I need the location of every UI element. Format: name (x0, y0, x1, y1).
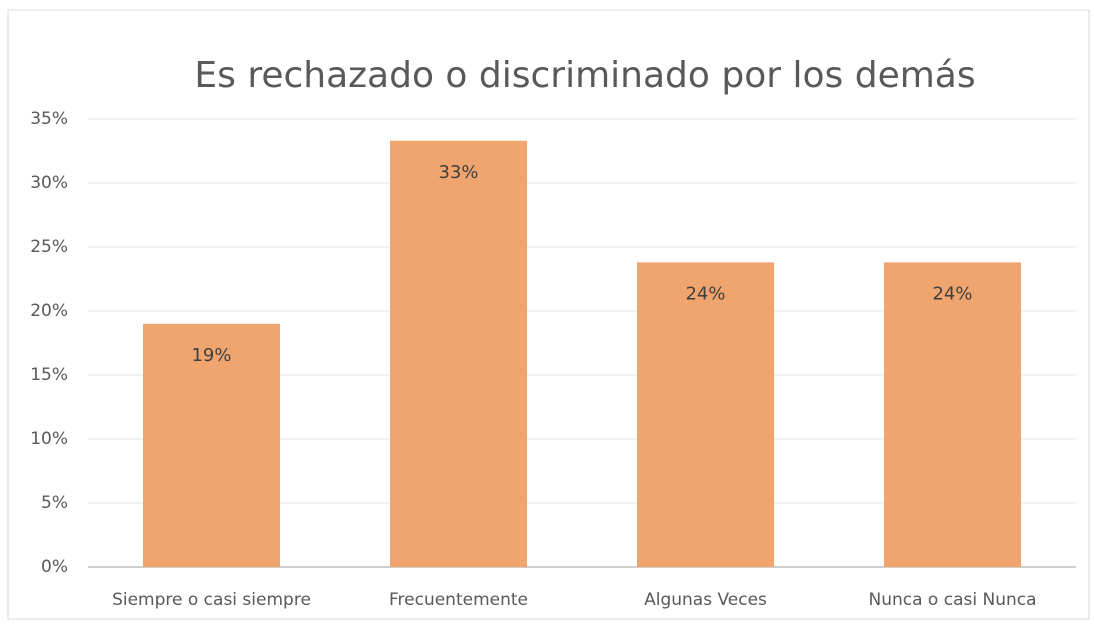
y-tick-label: 20% (30, 301, 68, 321)
bar (637, 262, 774, 567)
y-tick-label: 25% (30, 237, 68, 257)
y-tick-label: 0% (41, 557, 68, 577)
y-tick-label: 30% (30, 173, 68, 193)
data-label: 33% (438, 162, 478, 183)
y-tick-label: 35% (30, 109, 68, 129)
x-tick-label: Algunas Veces (644, 590, 767, 610)
x-tick-label: Frecuentemente (389, 590, 528, 610)
y-tick-label: 15% (30, 365, 68, 385)
chart-title: Es rechazado o discriminado por los demá… (194, 55, 975, 96)
data-label: 19% (191, 345, 231, 366)
data-label: 24% (932, 283, 972, 304)
y-tick-label: 10% (30, 429, 68, 449)
x-tick-label: Nunca o casi Nunca (868, 590, 1036, 610)
bar (390, 140, 527, 567)
y-tick-label: 5% (41, 493, 68, 513)
x-tick-label: Siempre o casi siempre (112, 590, 311, 610)
data-label: 24% (685, 283, 725, 304)
bar (884, 262, 1021, 567)
bar (143, 323, 280, 567)
